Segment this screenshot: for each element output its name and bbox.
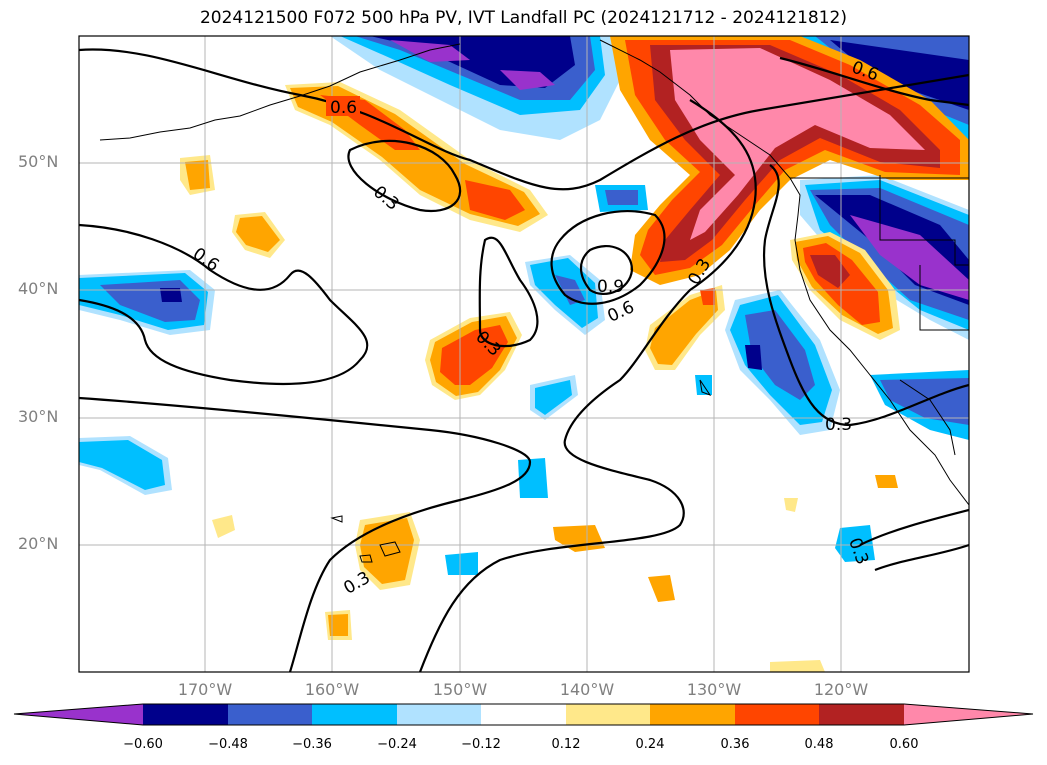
colorbar-segment — [14, 704, 143, 725]
colorbar-segment — [566, 704, 650, 725]
pv-positive-region — [212, 515, 235, 538]
latitude-label: 30°N — [18, 407, 59, 426]
longitude-label: 140°W — [559, 680, 615, 699]
contour-label: 0.9 — [597, 277, 624, 297]
pv-negative-region — [500, 70, 555, 90]
contour-lines — [79, 48, 969, 672]
coastlines — [99, 39, 969, 563]
longitude-label: 120°W — [813, 680, 869, 699]
longitude-label: 160°W — [304, 680, 360, 699]
pv-positive-region — [770, 660, 825, 672]
pv-negative-region — [835, 525, 875, 562]
pv-positive-region — [875, 475, 898, 488]
pv-positive-region — [648, 575, 675, 602]
pv-positive-region — [328, 614, 348, 636]
colorbar-segment — [143, 704, 228, 725]
pv-positive-region — [360, 518, 414, 584]
colorbar-tick-label: −0.36 — [292, 737, 332, 752]
colorbar-tick-label: 0.60 — [889, 737, 919, 752]
colorbar-tick-label: −0.12 — [461, 737, 501, 752]
colorbar-segment — [819, 704, 904, 725]
pv-positive-region — [670, 48, 925, 240]
contour-label: 0.6 — [189, 244, 223, 276]
map-frame — [78, 35, 970, 673]
colorbar-segment — [481, 704, 566, 725]
colorbar-tick-label: −0.48 — [208, 737, 248, 752]
contour-label: 0.3 — [825, 415, 852, 435]
colorbar-segment — [397, 704, 481, 725]
map-title: 2024121500 F072 500 hPa PV, IVT Landfall… — [199, 8, 847, 28]
longitude-label: 130°W — [686, 680, 742, 699]
pv-positive-region — [810, 255, 850, 288]
pv-positive-region — [465, 180, 525, 220]
pv-negative-region — [605, 190, 638, 205]
pv-positive-region — [700, 288, 715, 305]
longitude-label: 150°W — [432, 680, 488, 699]
colorbar-tick-label: −0.60 — [123, 737, 163, 752]
pv-negative-region — [535, 380, 572, 415]
pv-positive-region — [185, 160, 210, 190]
pv-positive-region — [236, 216, 280, 252]
pv-negative-region — [79, 440, 165, 490]
colorbar-segment — [904, 704, 1033, 725]
colorbar — [13, 703, 1034, 726]
gridlines — [79, 36, 969, 672]
pv-positive-region — [440, 325, 508, 385]
colorbar-tick-label: 0.12 — [551, 737, 581, 752]
colorbar-segment — [312, 704, 397, 725]
longitude-label: 170°W — [177, 680, 233, 699]
colorbar-segment — [735, 704, 819, 725]
latitude-label: 50°N — [18, 152, 59, 171]
colorbar-segment — [650, 704, 735, 725]
pv-positive-region — [650, 290, 718, 365]
pv-negative-region — [745, 345, 762, 370]
colorbar-outline — [13, 703, 1034, 726]
pv-shading — [79, 36, 969, 672]
colorbar-tick-label: 0.48 — [804, 737, 834, 752]
latitude-label: 40°N — [18, 279, 59, 298]
pv-negative-region — [160, 288, 182, 302]
colorbar-tick-label: −0.24 — [377, 737, 417, 752]
pv-negative-region — [518, 458, 548, 498]
colorbar-tick-label: 0.36 — [720, 737, 750, 752]
pv-negative-region — [830, 40, 969, 110]
pv-positive-region — [784, 498, 798, 512]
latitude-label: 20°N — [18, 534, 59, 553]
contour-label: 0.6 — [330, 98, 357, 118]
colorbar-segment — [228, 704, 312, 725]
contour-label: 0.3 — [369, 182, 403, 215]
pv-negative-region — [445, 552, 478, 575]
colorbar-tick-label: 0.24 — [635, 737, 665, 752]
